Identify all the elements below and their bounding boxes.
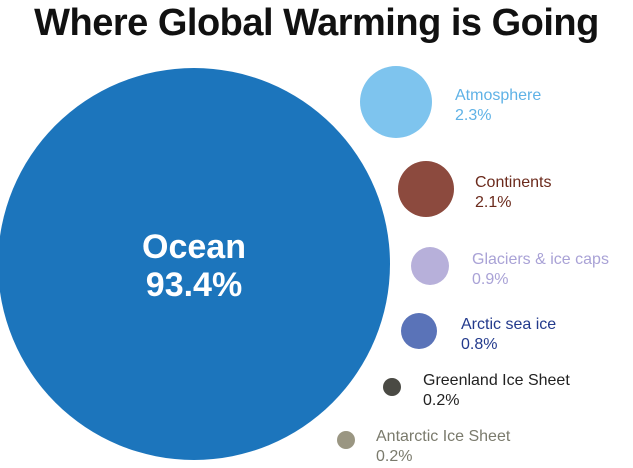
bubble-glaciers-and-ice-caps [411, 247, 449, 285]
label-value-continents: 2.1% [475, 194, 511, 211]
bubble-antarctic-ice-sheet [337, 431, 355, 449]
label-name-glaciers-and-ice-caps: Glaciers & ice caps [472, 251, 609, 268]
label-value-antarctic-ice-sheet: 0.2% [376, 448, 412, 465]
bubble-ocean [0, 68, 390, 460]
bubble-greenland-ice-sheet [383, 378, 401, 396]
bubble-atmosphere [360, 66, 432, 138]
label-name-greenland-ice-sheet: Greenland Ice Sheet [423, 372, 570, 389]
label-name-atmosphere: Atmosphere [455, 87, 541, 104]
label-name-antarctic-ice-sheet: Antarctic Ice Sheet [376, 428, 511, 445]
label-value-glaciers-and-ice-caps: 0.9% [472, 271, 508, 288]
label-name-continents: Continents [475, 174, 552, 191]
label-value-greenland-ice-sheet: 0.2% [423, 392, 459, 409]
chart-title: Where Global Warming is Going [34, 2, 599, 44]
label-name-ocean: Ocean [142, 228, 246, 266]
bubble-arctic-sea-ice [401, 313, 437, 349]
label-value-ocean: 93.4% [146, 266, 242, 304]
label-value-arctic-sea-ice: 0.8% [461, 336, 497, 353]
label-name-arctic-sea-ice: Arctic sea ice [461, 316, 556, 333]
bubble-continents [398, 161, 454, 217]
label-value-atmosphere: 2.3% [455, 107, 491, 124]
